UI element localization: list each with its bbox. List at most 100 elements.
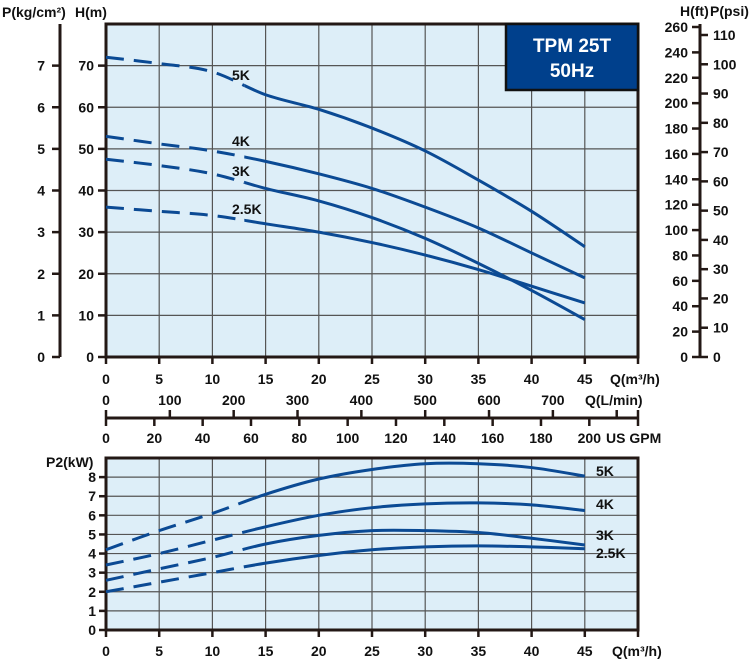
- y-tick-label: 30: [78, 224, 94, 240]
- pressure-tick-label: 1: [37, 307, 45, 323]
- x-tick-label: 25: [364, 643, 380, 659]
- x-tick-label: 40: [524, 643, 540, 659]
- psi-axis-label: P(psi): [710, 3, 749, 19]
- gpm-tick-label: 20: [147, 430, 163, 446]
- curve-label-4K: 4K: [596, 496, 614, 512]
- head-ft-tick-label: 160: [665, 146, 689, 162]
- power-tick-label: 3: [88, 565, 96, 581]
- pressure-tick-label: 5: [37, 141, 45, 157]
- head-ft-tick-label: 120: [665, 197, 689, 213]
- gpm-tick-label: 80: [292, 430, 308, 446]
- model-frequency: 50Hz: [550, 61, 594, 82]
- curve-4K: [254, 501, 585, 531]
- y-tick-label: 20: [78, 266, 94, 282]
- gpm-tick-label: 140: [433, 430, 457, 446]
- x-tick-label: 10: [205, 371, 221, 387]
- power-tick-label: 8: [88, 469, 96, 485]
- gpm-axis-label: US GPM: [606, 430, 661, 446]
- gpm-tick-label: 40: [195, 430, 211, 446]
- power-tick-label: 2: [88, 584, 96, 600]
- lmin-tick-label: 700: [541, 392, 565, 408]
- x-tick-label: 10: [205, 643, 221, 659]
- curve-4K: [244, 155, 586, 280]
- curve-3K: [254, 528, 585, 548]
- y-tick-label: 60: [78, 99, 94, 115]
- pressure-tick-label: 6: [37, 99, 45, 115]
- x-tick-label: 40: [524, 371, 540, 387]
- y-axis-label: H(m): [75, 4, 107, 20]
- x-tick-label: 20: [311, 643, 327, 659]
- x-tick-label: 35: [471, 643, 487, 659]
- head-ft-tick-label: 20: [672, 324, 688, 340]
- gpm-tick-label: 0: [102, 430, 110, 446]
- pressure-tick-label: 2: [37, 266, 45, 282]
- curve-5K: [254, 461, 586, 500]
- lmin-axis-label: Q(L/min): [585, 392, 643, 408]
- head-ft-tick-label: 40: [672, 298, 688, 314]
- y-tick-label: 40: [78, 183, 94, 199]
- x-tick-label: 15: [258, 643, 274, 659]
- model-title: TPM 25T: [533, 36, 612, 57]
- psi-tick-label: 100: [713, 56, 737, 72]
- head-ft-tick-label: 80: [672, 247, 688, 263]
- power-tick-label: 0: [88, 622, 96, 638]
- psi-tick-label: 50: [713, 203, 729, 219]
- x-axis-label: Q(m³/h): [610, 371, 660, 387]
- psi-tick-label: 60: [713, 173, 729, 189]
- head-ft-tick-label: 260: [665, 19, 689, 35]
- lmin-tick-label: 600: [477, 392, 501, 408]
- y-tick-label: 10: [78, 307, 94, 323]
- psi-tick-label: 90: [713, 86, 729, 102]
- psi-tick-label: 110: [713, 27, 736, 43]
- head-ft-tick-label: 240: [665, 44, 689, 60]
- lmin-tick-label: 500: [414, 392, 438, 408]
- head-ft-axis-label: H(ft): [680, 3, 709, 19]
- x-tick-label: 25: [364, 371, 380, 387]
- curve-label-2.5K: 2.5K: [232, 201, 262, 217]
- curve-label-5K: 5K: [232, 67, 250, 83]
- psi-tick-label: 70: [713, 144, 729, 160]
- curve-5K: [244, 83, 586, 248]
- x-tick-label: 30: [417, 643, 433, 659]
- psi-tick-label: 0: [713, 349, 721, 365]
- x-tick-label: 0: [102, 371, 110, 387]
- curve-5K-dashed: [105, 496, 255, 552]
- pressure-tick-label: 4: [37, 183, 45, 199]
- psi-tick-label: 10: [713, 320, 729, 336]
- lmin-tick-label: 400: [350, 392, 374, 408]
- gpm-tick-label: 100: [336, 430, 360, 446]
- head-ft-tick-label: 0: [680, 349, 688, 365]
- x-tick-label: 45: [577, 371, 593, 387]
- psi-tick-label: 40: [713, 232, 729, 248]
- x-tick-label: 5: [155, 643, 163, 659]
- lmin-tick-label: 0: [102, 392, 110, 408]
- lmin-tick-label: 100: [158, 392, 182, 408]
- curve-2.5K: [254, 544, 585, 567]
- pressure-tick-label: 0: [37, 349, 45, 365]
- psi-tick-label: 80: [713, 115, 729, 131]
- power-axis-label: P2(kW): [46, 454, 93, 470]
- head-ft-tick-label: 200: [665, 95, 689, 111]
- model-badge: [504, 22, 640, 92]
- y-tick-label: 70: [78, 58, 94, 74]
- curve-label-2.5K: 2.5K: [596, 545, 626, 561]
- gpm-tick-label: 120: [384, 430, 408, 446]
- x-tick-label: 35: [471, 371, 487, 387]
- head-ft-tick-label: 220: [665, 70, 689, 86]
- pressure-tick-label: 3: [37, 224, 45, 240]
- power-tick-label: 5: [88, 526, 96, 542]
- power-tick-label: 4: [88, 546, 96, 562]
- power-tick-label: 1: [88, 603, 96, 619]
- psi-tick-label: 20: [713, 290, 729, 306]
- head-ft-tick-label: 60: [672, 273, 688, 289]
- curve-label-4K: 4K: [232, 133, 250, 149]
- power-tick-label: 7: [88, 488, 96, 504]
- x-tick-label: 5: [155, 371, 163, 387]
- pressure-tick-label: 7: [37, 58, 45, 74]
- y-tick-label: 50: [78, 141, 94, 157]
- head-ft-tick-label: 180: [665, 121, 689, 137]
- power-tick-label: 6: [88, 507, 96, 523]
- curve-label-3K: 3K: [596, 527, 614, 543]
- psi-tick-label: 30: [713, 261, 729, 277]
